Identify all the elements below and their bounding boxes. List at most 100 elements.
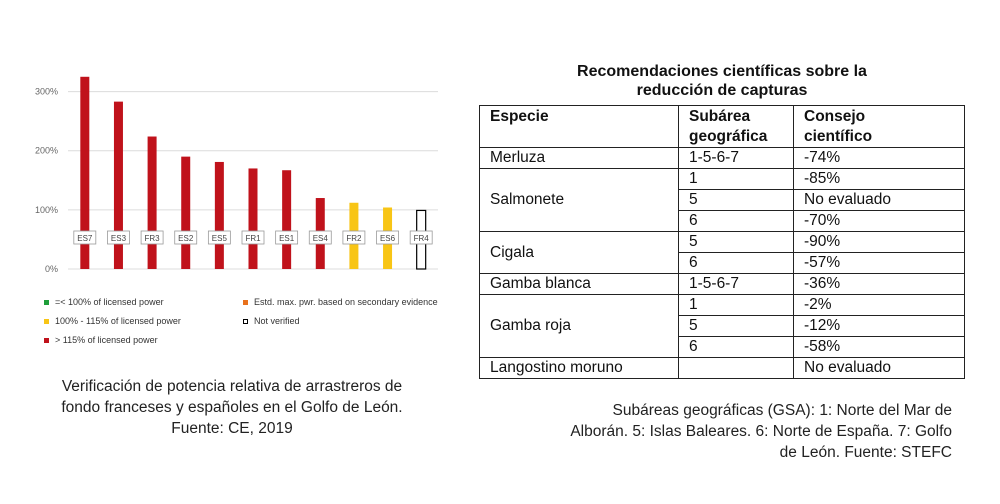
category-label: FR2 bbox=[346, 234, 362, 243]
table-title: Recomendaciones científicas sobre la red… bbox=[478, 62, 966, 100]
table-row: Cigala 5 -90% bbox=[479, 231, 965, 274]
table-row: Gamba roja 1 -2% bbox=[479, 294, 965, 358]
category-label-box bbox=[107, 230, 130, 245]
legend-swatch-estimated bbox=[243, 299, 248, 305]
category-label-box bbox=[174, 230, 198, 245]
legend-swatch-not-verified bbox=[243, 318, 248, 324]
species-cell: Gamba blanca bbox=[479, 273, 679, 295]
table-caption: Subáreas geográficas (GSA): 1: Norte del… bbox=[478, 400, 952, 463]
table-caption-line: Alborán. 5: Islas Baleares. 6: Norte de … bbox=[570, 423, 952, 440]
table-caption-line: Subáreas geográficas (GSA): 1: Norte del… bbox=[612, 402, 952, 419]
table-row: Salmonete 1 -85% bbox=[479, 168, 965, 232]
advice-cell: -12% bbox=[793, 315, 965, 337]
gsa-cell: 1 bbox=[678, 294, 794, 316]
table-row: 5 -12% bbox=[480, 315, 965, 337]
category-label-box bbox=[308, 230, 332, 245]
bar-es5 bbox=[214, 161, 224, 269]
table-caption-line: de León. Fuente: STEFC bbox=[779, 444, 952, 461]
category-label-box bbox=[207, 230, 231, 245]
legend-item-over115: > 115% of licensed power bbox=[44, 335, 158, 345]
category-label-box bbox=[140, 230, 164, 245]
gsa-cell: 1-5-6-7 bbox=[678, 273, 794, 295]
chart-caption-line: fondo franceses y españoles en el Golfo … bbox=[61, 399, 403, 416]
category-label: ES6 bbox=[380, 234, 396, 243]
legend-label-over115: > 115% of licensed power bbox=[55, 335, 158, 345]
table-title-line: reducción de capturas bbox=[636, 82, 808, 99]
table-row: 6 -58% bbox=[480, 336, 965, 358]
gsa-cell: 1 bbox=[678, 168, 794, 190]
category-label: ES1 bbox=[279, 234, 295, 243]
category-label: ES4 bbox=[313, 234, 329, 243]
gsa-cell: 6 bbox=[678, 336, 794, 358]
advice-cell: No evaluado bbox=[793, 189, 965, 211]
legend-label-not-verified: Not verified bbox=[254, 316, 300, 326]
legend-label-estimated: Estd. max. pwr. based on secondary evide… bbox=[254, 297, 438, 307]
species-cell: Langostino moruno bbox=[479, 357, 679, 379]
category-label: ES7 bbox=[77, 234, 93, 243]
gsa-cell: 5 bbox=[678, 189, 794, 211]
table-row: Merluza 1-5-6-7 -74% bbox=[479, 147, 965, 169]
category-label-box bbox=[376, 230, 399, 245]
gsa-cell: 5 bbox=[678, 231, 794, 253]
bar-chart: 0% 100% 200% 300% ES7 ES3 FR3 ES2 ES5 FR1 ES1 ES4 FR… bbox=[35, 76, 438, 274]
legend-swatch-under100 bbox=[44, 299, 49, 305]
advice-cell: No evaluado bbox=[793, 357, 965, 379]
species-cell: Salmonete bbox=[479, 168, 679, 232]
bar-fr1 bbox=[248, 168, 258, 269]
category-label-box bbox=[275, 230, 299, 245]
table-title-line: Recomendaciones científicas sobre la bbox=[577, 63, 867, 80]
species-cell: Cigala bbox=[479, 231, 679, 274]
species-cell: Merluza bbox=[479, 147, 679, 169]
legend-swatch-over115 bbox=[44, 337, 49, 343]
legend-label-under100: =< 100% of licensed power bbox=[55, 297, 164, 307]
advice-cell: -90% bbox=[793, 231, 965, 253]
category-label: FR1 bbox=[245, 234, 261, 243]
legend-item-100to115: 100% - 115% of licensed power bbox=[44, 316, 181, 326]
bar-es1 bbox=[282, 170, 292, 269]
gsa-cell: 6 bbox=[678, 252, 794, 274]
advice-cell: -2% bbox=[793, 294, 965, 316]
y-tick-label: 100% bbox=[35, 205, 58, 215]
bar-fr3 bbox=[147, 136, 157, 269]
bar-es2 bbox=[181, 156, 191, 269]
power-verification-chart: 0% 100% 200% 300% ES7 ES3 FR3 ES2 ES5 FR1 ES1 ES4 FR… bbox=[30, 50, 450, 380]
legend-swatch-100to115 bbox=[44, 318, 49, 324]
gsa-cell bbox=[678, 357, 794, 379]
table-row: Gamba blanca 1-5-6-7 -36% bbox=[479, 273, 965, 295]
table-row: 5 No evaluado bbox=[480, 189, 965, 211]
recommendations-table: Especie Subárea geográfica Consejo científ… bbox=[479, 105, 965, 379]
category-label: ES5 bbox=[212, 234, 228, 243]
header-species: Especie bbox=[479, 105, 679, 148]
chart-caption: Verificación de potencia relativa de arr… bbox=[22, 376, 442, 439]
header-gsa: Subárea geográfica bbox=[678, 105, 794, 148]
table-row: Langostino moruno No evaluado bbox=[479, 357, 965, 379]
category-label: FR3 bbox=[145, 234, 161, 243]
advice-cell: -57% bbox=[793, 252, 965, 274]
category-label-box bbox=[241, 230, 265, 245]
advice-cell: -74% bbox=[793, 147, 965, 169]
category-label-box bbox=[73, 230, 97, 245]
advice-cell: -85% bbox=[793, 168, 965, 190]
y-tick-label: 300% bbox=[35, 87, 58, 97]
category-label: FR4 bbox=[414, 234, 430, 243]
legend-label-100to115: 100% - 115% of licensed power bbox=[55, 316, 181, 326]
advice-cell: -70% bbox=[793, 210, 965, 232]
table-row: 6 -70% bbox=[480, 210, 965, 232]
legend-item-under100: =< 100% of licensed power bbox=[44, 297, 164, 307]
gsa-cell: 6 bbox=[678, 210, 794, 232]
category-label-box bbox=[409, 230, 433, 245]
bar-es3 bbox=[113, 101, 123, 269]
bar-es7 bbox=[80, 76, 90, 270]
chart-caption-line: Fuente: CE, 2019 bbox=[171, 420, 293, 437]
y-tick-label: 200% bbox=[35, 146, 58, 156]
chart-caption-line: Verificación de potencia relativa de arr… bbox=[61, 378, 403, 395]
table-header-row: Especie Subárea geográfica Consejo científ… bbox=[479, 105, 965, 148]
y-tick-label: 0% bbox=[45, 264, 58, 274]
table-body: Merluza 1-5-6-7 -74% Salmonete 1 -85% 5 No eval… bbox=[479, 147, 965, 379]
header-advice: Consejo científico bbox=[793, 105, 965, 148]
category-label-box bbox=[342, 230, 366, 245]
category-label: ES2 bbox=[178, 234, 194, 243]
gsa-cell: 1-5-6-7 bbox=[678, 147, 794, 169]
species-cell: Gamba roja bbox=[479, 294, 679, 358]
legend-item-estimated: Estd. max. pwr. based on secondary evide… bbox=[243, 297, 438, 307]
